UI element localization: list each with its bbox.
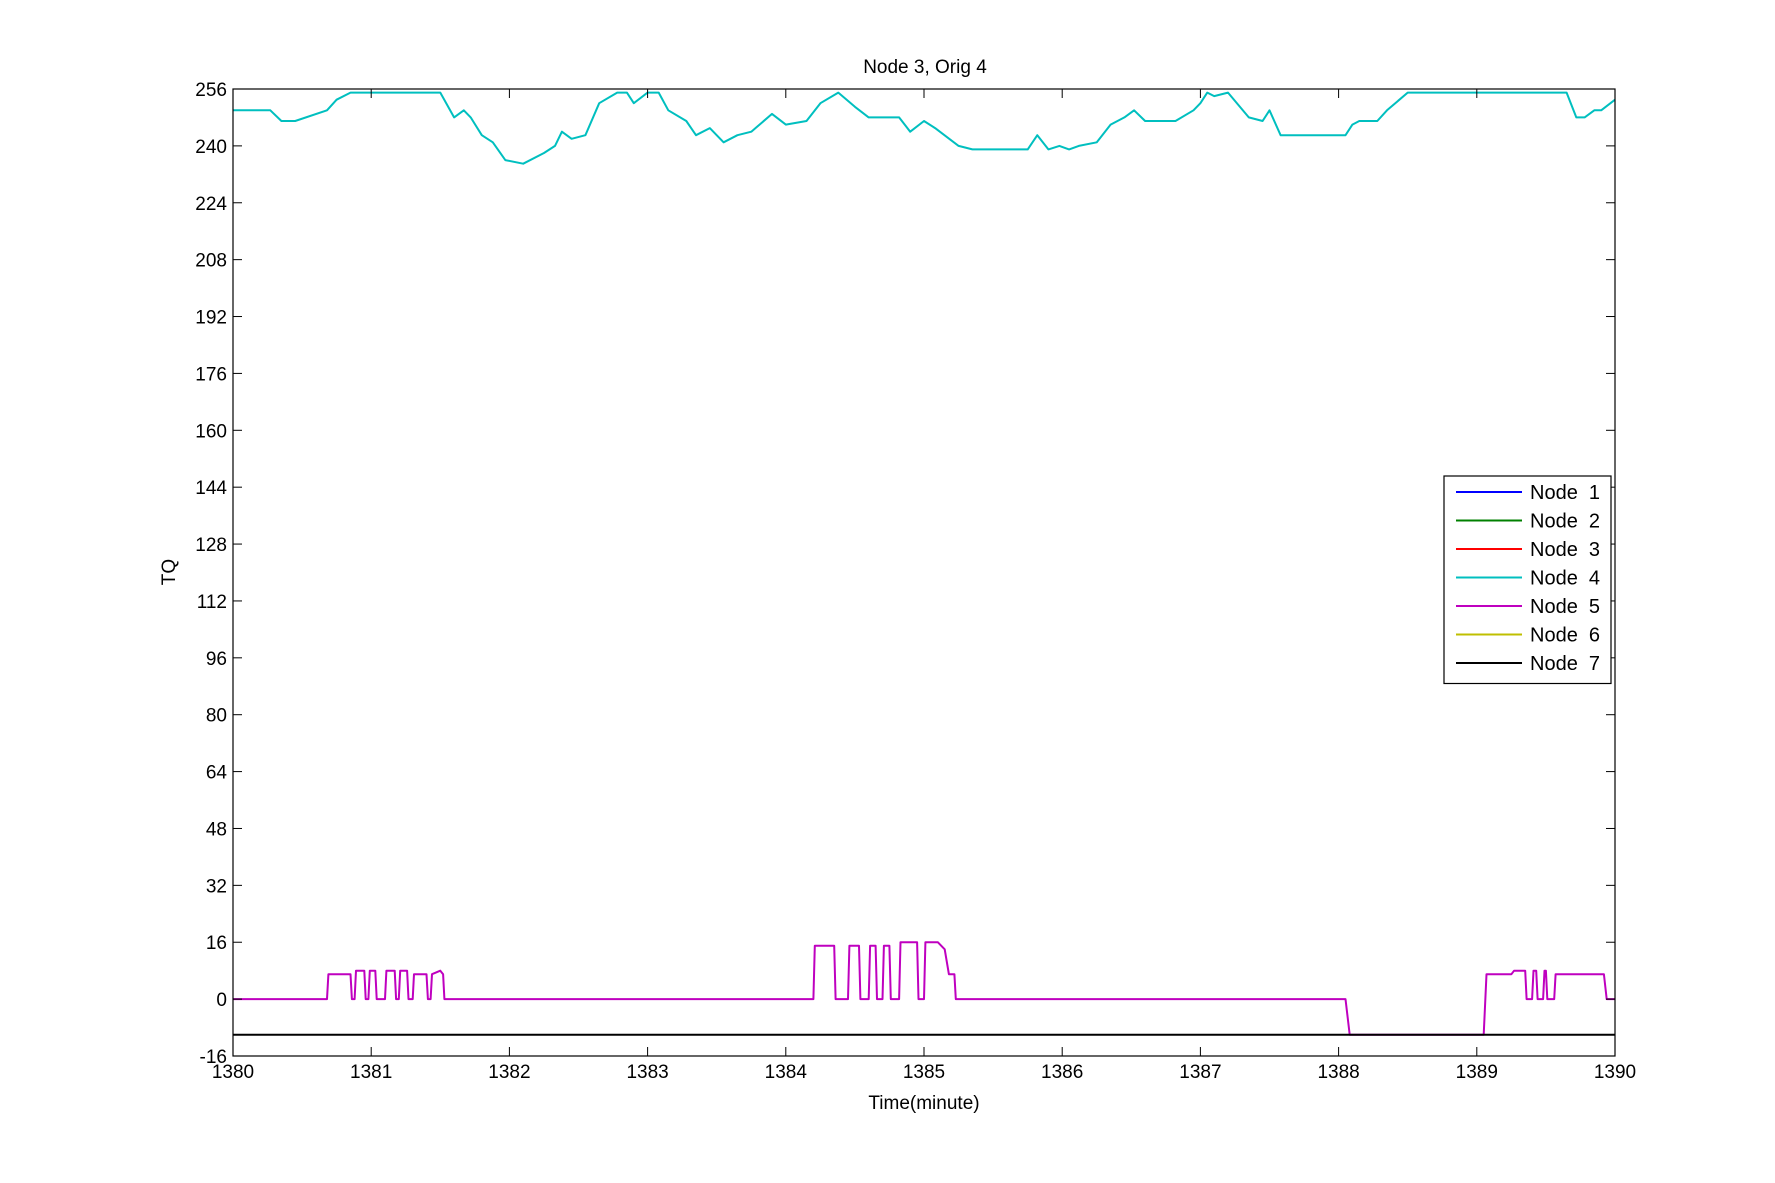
y-tick-label: 128 xyxy=(195,535,227,556)
y-tick-label: 80 xyxy=(206,706,227,727)
x-axis-label: Time(minute) xyxy=(868,1093,979,1114)
y-tick-label: 144 xyxy=(195,478,227,499)
y-tick-label: 16 xyxy=(206,933,227,954)
legend-box xyxy=(1443,475,1612,685)
y-tick-label: 48 xyxy=(206,819,227,840)
y-tick-label: 176 xyxy=(195,364,227,385)
x-tick-label: 1384 xyxy=(765,1062,808,1083)
y-tick-label: 240 xyxy=(195,137,227,158)
x-tick-label: 1390 xyxy=(1594,1062,1636,1083)
legend-label: Node 4 xyxy=(1530,568,1600,590)
y-tick-label: 0 xyxy=(216,990,227,1011)
legend-label: Node 3 xyxy=(1530,539,1600,561)
y-tick-label: 224 xyxy=(195,194,227,215)
y-tick-label: 112 xyxy=(197,592,227,613)
x-tick-label: 1383 xyxy=(626,1062,668,1083)
y-axis-label: TQ xyxy=(159,559,180,585)
x-tick-label: 1386 xyxy=(1041,1062,1083,1083)
legend: Node 1 Node 2 Node 3 Node 4 Node 5 Node 6 Node… xyxy=(1443,475,1612,685)
x-tick-label: 1381 xyxy=(350,1062,392,1083)
x-tick-label: 1380 xyxy=(212,1062,254,1083)
y-tick-label: 96 xyxy=(206,649,227,670)
plot-frame xyxy=(232,88,1616,1057)
legend-label: Node 5 xyxy=(1530,596,1600,618)
y-tick-label: 64 xyxy=(206,763,228,784)
x-tick-label: 1382 xyxy=(488,1062,530,1083)
y-tick-label: 208 xyxy=(195,251,227,272)
y-tick-label: 192 xyxy=(195,308,227,329)
y-tick-label: -16 xyxy=(200,1047,227,1068)
series-line-node-4 xyxy=(233,91,1616,165)
y-tick-label: 256 xyxy=(195,80,227,101)
x-tick-label: 1387 xyxy=(1179,1062,1221,1083)
x-tick-label: 1388 xyxy=(1317,1062,1359,1083)
y-tick-label: 32 xyxy=(206,876,227,897)
chart-title: Node 3, Orig 4 xyxy=(863,57,987,78)
legend-label: Node 1 xyxy=(1530,482,1600,504)
series-line-node-5 xyxy=(233,941,1615,1036)
legend-label: Node 7 xyxy=(1530,653,1600,675)
x-tick-label: 1389 xyxy=(1456,1062,1498,1083)
y-tick-label: 160 xyxy=(195,421,227,442)
plot-area xyxy=(233,91,1616,1036)
legend-label: Node 2 xyxy=(1530,511,1600,533)
x-tick-label: 1385 xyxy=(903,1062,945,1083)
legend-label: Node 6 xyxy=(1530,625,1600,647)
axes: 1380 1381 1382 1383 1384 1385 1386 1387 1388 1389… xyxy=(195,80,1636,1083)
